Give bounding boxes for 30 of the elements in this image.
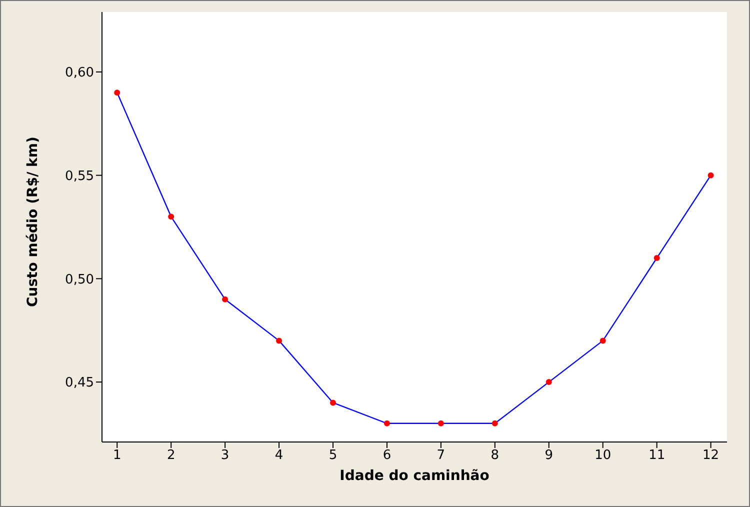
x-tick-label: 11 [648, 448, 666, 464]
point [330, 400, 336, 406]
point [492, 420, 498, 426]
point [546, 379, 552, 386]
x-tick-label: 12 [702, 448, 720, 464]
x-tick-label: 2 [166, 448, 176, 464]
point [168, 214, 174, 220]
x-tick-label: 9 [544, 448, 554, 464]
x-tick-label: 7 [436, 448, 446, 464]
point [114, 90, 120, 96]
x-tick-label: 5 [328, 448, 338, 464]
y-tick-label: 0,50 [65, 272, 94, 288]
x-tick-label: 3 [220, 448, 230, 464]
x-tick-label: 8 [490, 448, 500, 464]
point [438, 420, 444, 426]
point [708, 172, 714, 178]
y-axis-title: Custo médio (R$/ km) [24, 136, 41, 307]
y-tick-label: 0,55 [65, 168, 94, 184]
point [384, 420, 390, 426]
point [222, 296, 228, 302]
x-tick-label: 4 [274, 448, 284, 464]
x-tick-label: 1 [112, 448, 122, 464]
x-axis-title: Idade do caminhão [340, 468, 490, 484]
point [654, 255, 660, 262]
x-tick-label: 6 [382, 448, 392, 464]
point [600, 338, 606, 344]
point [276, 338, 282, 344]
y-tick-label: 0,60 [65, 66, 94, 81]
y-tick-label: 0,45 [65, 376, 94, 391]
x-tick-label: 10 [594, 448, 612, 464]
